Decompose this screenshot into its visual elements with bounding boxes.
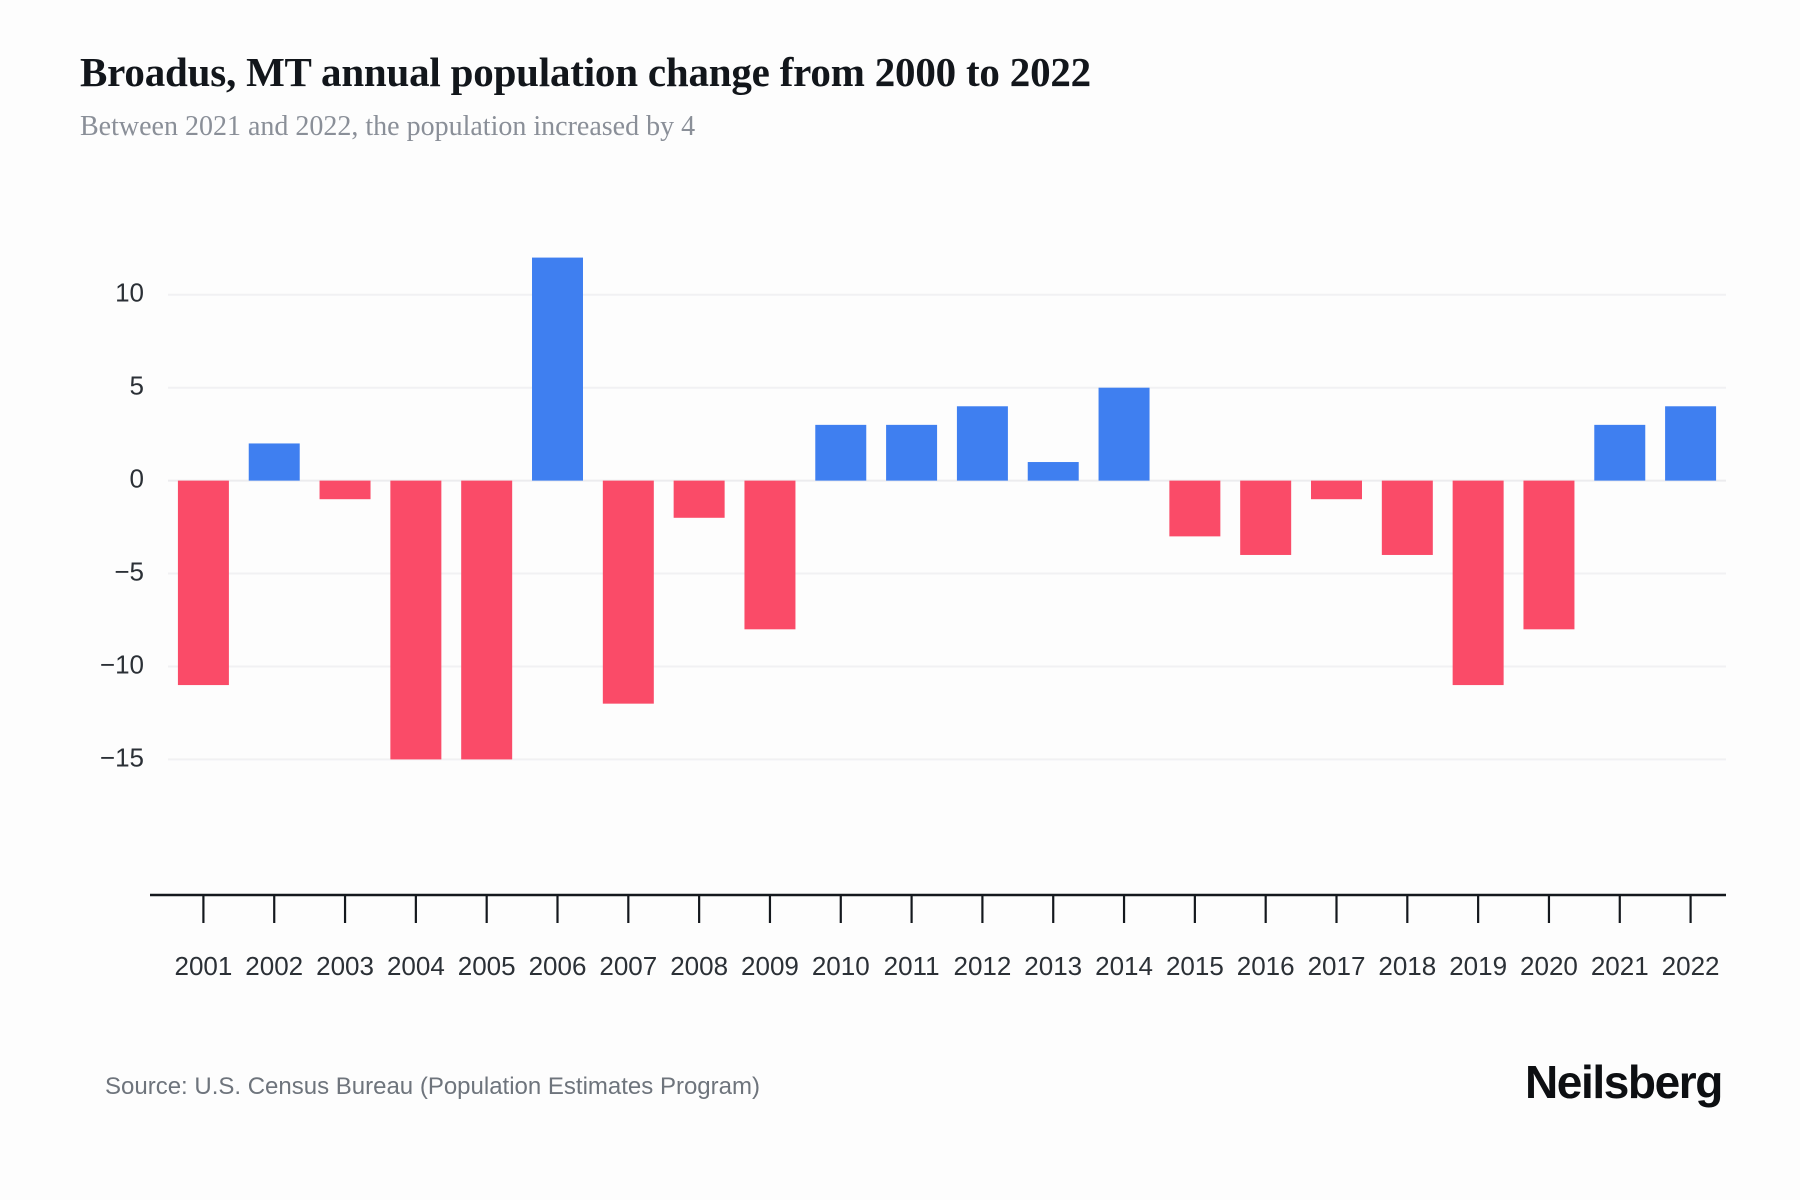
x-axis-tick-label: 2015 bbox=[1166, 951, 1224, 981]
bar[interactable] bbox=[177, 480, 229, 686]
y-axis-tick-label: 0 bbox=[130, 463, 144, 493]
x-axis-tick-label: 2003 bbox=[316, 951, 374, 981]
y-axis-tick-label: 5 bbox=[130, 371, 144, 401]
x-axis-tick-label: 2005 bbox=[458, 951, 516, 981]
x-axis-labels: 2001 2002 2003 2004 2005 2006 2007 2008 2009 2010… bbox=[174, 951, 1719, 981]
bars bbox=[177, 257, 1717, 760]
chart-subtitle: Between 2021 and 2022, the population in… bbox=[80, 111, 696, 143]
x-axis-tick-label: 2022 bbox=[1662, 951, 1720, 981]
x-axis-tick-label: 2001 bbox=[174, 951, 232, 981]
x-axis-tick-label: 2020 bbox=[1520, 951, 1578, 981]
x-axis-tick-label: 2017 bbox=[1308, 951, 1366, 981]
bar[interactable] bbox=[1665, 406, 1717, 481]
x-axis-tick-label: 2010 bbox=[812, 951, 870, 981]
y-axis-tick-label: −10 bbox=[100, 649, 144, 679]
bar[interactable] bbox=[1523, 480, 1575, 630]
y-axis-tick-label: −5 bbox=[114, 556, 144, 586]
x-axis-tick-label: 2016 bbox=[1237, 951, 1295, 981]
bar[interactable] bbox=[956, 406, 1008, 481]
bar[interactable] bbox=[1381, 480, 1433, 555]
x-axis bbox=[150, 893, 1726, 923]
x-axis-tick-label: 2004 bbox=[387, 951, 445, 981]
x-axis-tick-label: 2007 bbox=[599, 951, 657, 981]
y-axis-labels: 10 5 0 −5 −10 −15 bbox=[100, 278, 144, 773]
page-title: Broadus, MT annual population change fro… bbox=[80, 49, 1091, 95]
y-axis-tick-label: −15 bbox=[100, 742, 144, 772]
x-axis-tick-label: 2008 bbox=[670, 951, 728, 981]
x-axis-tick-label: 2002 bbox=[245, 951, 303, 981]
source-note: Source: U.S. Census Bureau (Population E… bbox=[105, 1073, 760, 1100]
bar[interactable] bbox=[319, 480, 371, 500]
y-axis-tick-label: 10 bbox=[115, 278, 144, 308]
bar[interactable] bbox=[1311, 480, 1362, 500]
x-axis-tick-label: 2013 bbox=[1024, 951, 1082, 981]
bar[interactable] bbox=[248, 443, 300, 481]
neilsberg-logo: Neilsberg bbox=[1524, 1056, 1723, 1108]
x-axis-tick-label: 2014 bbox=[1095, 951, 1153, 981]
x-axis-tick-label: 2018 bbox=[1378, 951, 1436, 981]
x-axis-tick-label: 2006 bbox=[529, 951, 587, 981]
bar[interactable] bbox=[815, 424, 867, 481]
bar[interactable] bbox=[673, 480, 725, 518]
chart-header: Broadus, MT annual population change fro… bbox=[80, 48, 1720, 144]
x-axis-tick-label: 2021 bbox=[1591, 951, 1649, 981]
bar[interactable] bbox=[744, 480, 796, 630]
bar[interactable] bbox=[532, 257, 583, 481]
bar[interactable] bbox=[1169, 480, 1221, 537]
bar[interactable] bbox=[1594, 424, 1646, 481]
bar[interactable] bbox=[1027, 462, 1079, 481]
bar[interactable] bbox=[602, 480, 654, 704]
bar[interactable] bbox=[461, 480, 513, 760]
x-axis-tick-label: 2019 bbox=[1449, 951, 1507, 981]
bar[interactable] bbox=[390, 480, 442, 760]
bar[interactable] bbox=[1240, 480, 1292, 555]
x-axis-tick-label: 2011 bbox=[884, 951, 940, 981]
x-axis-tick-label: 2009 bbox=[741, 951, 799, 981]
bar[interactable] bbox=[1452, 480, 1504, 686]
x-axis-tick-label: 2012 bbox=[953, 951, 1011, 981]
bar[interactable] bbox=[1098, 387, 1150, 481]
bar[interactable] bbox=[886, 424, 938, 481]
